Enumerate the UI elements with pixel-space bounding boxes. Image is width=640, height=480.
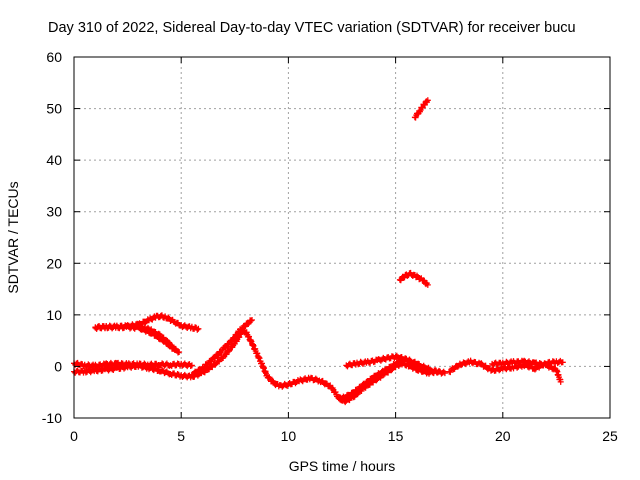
y-axis-title: SDTVAR / TECUs xyxy=(5,181,21,293)
data-points xyxy=(71,97,566,406)
y-tick-label: 10 xyxy=(46,307,62,323)
series-arc-50 xyxy=(411,97,431,121)
marker-trail xyxy=(411,97,431,121)
plot-frame xyxy=(73,56,611,419)
y-tick-label: 50 xyxy=(46,101,62,117)
marker-trail xyxy=(135,323,183,356)
x-tick-label: 15 xyxy=(388,428,404,444)
y-tick-label: 0 xyxy=(54,358,62,374)
series-arc-17 xyxy=(396,269,431,288)
x-axis-title: GPS time / hours xyxy=(289,458,396,474)
y-tick-label: 60 xyxy=(46,49,62,65)
x-tick-label: 25 xyxy=(602,428,618,444)
x-tick-label: 0 xyxy=(70,428,78,444)
y-tick-label: 30 xyxy=(46,204,62,220)
marker-trail xyxy=(396,269,431,288)
x-tick-label: 20 xyxy=(495,428,511,444)
y-tick-label: -10 xyxy=(42,410,62,426)
x-tick-label: 5 xyxy=(177,428,185,444)
chart-title: Day 310 of 2022, Sidereal Day-to-day VTE… xyxy=(48,20,576,36)
series-rise-track xyxy=(188,317,255,379)
marker-trail xyxy=(489,357,564,385)
series-mid-band xyxy=(343,352,448,377)
marker-trail xyxy=(188,317,255,379)
series-upper-band-c xyxy=(135,323,183,356)
y-tick-label: 40 xyxy=(46,152,62,168)
axes-ticks: 0 5 10 15 20 25 -10 0 10 20 30 40 50 60 xyxy=(42,49,618,444)
marker-trail xyxy=(343,352,448,377)
series-night-band-b xyxy=(489,357,564,385)
y-tick-label: 20 xyxy=(46,255,62,271)
x-tick-label: 10 xyxy=(281,428,297,444)
